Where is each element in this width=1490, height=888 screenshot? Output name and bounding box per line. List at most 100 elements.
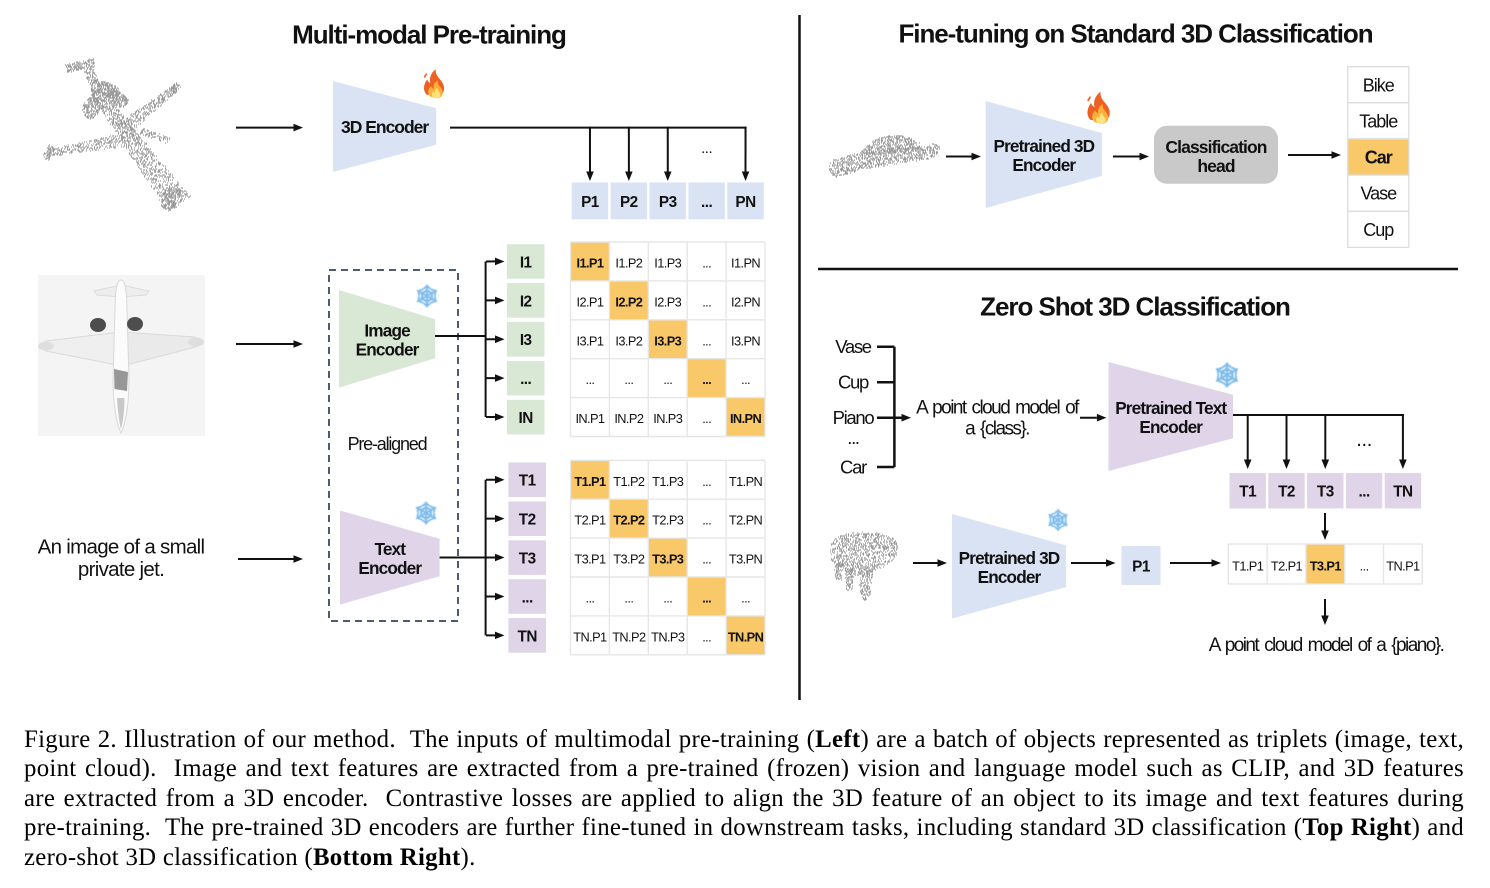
svg-text:IN.P3: IN.P3 [653, 411, 682, 426]
svg-text:...: ... [624, 372, 633, 387]
svg-text:Vase: Vase [835, 336, 872, 357]
svg-text:...: ... [1360, 559, 1369, 574]
svg-text:IN.P2: IN.P2 [614, 411, 643, 426]
svg-text:TN.P1: TN.P1 [1386, 559, 1420, 574]
svg-text:...: ... [741, 590, 750, 605]
svg-text:Encoder: Encoder [356, 339, 420, 359]
svg-text:T2.P1: T2.P1 [574, 513, 606, 528]
svg-text:private jet.: private jet. [78, 558, 164, 581]
svg-text:...: ... [701, 140, 712, 157]
svg-text:A point cloud model of: A point cloud model of [916, 398, 1080, 419]
svg-text:TN: TN [517, 628, 537, 645]
svg-text:Encoder: Encoder [1012, 155, 1076, 175]
svg-text:T3.P3: T3.P3 [652, 552, 684, 567]
svg-text:Table: Table [1359, 111, 1398, 131]
svg-text:...: ... [663, 372, 672, 387]
svg-text:T2.P1: T2.P1 [1271, 559, 1303, 574]
svg-text:TN.P1: TN.P1 [573, 629, 607, 644]
svg-text:Fine-tuning on Standard 3D Cla: Fine-tuning on Standard 3D Classificatio… [898, 19, 1372, 49]
svg-text:I3.P1: I3.P1 [577, 333, 604, 348]
svg-text:IN: IN [519, 410, 534, 427]
svg-text:PN: PN [735, 194, 756, 211]
svg-text:T1: T1 [1239, 484, 1257, 501]
svg-text:P2: P2 [620, 194, 638, 211]
svg-text:Pre-aligned: Pre-aligned [348, 434, 427, 454]
svg-text:IN.PN: IN.PN [730, 411, 761, 426]
svg-text:...: ... [624, 590, 633, 605]
svg-text:...: ... [702, 294, 711, 309]
svg-text:I3: I3 [520, 332, 532, 349]
svg-text:T3: T3 [519, 551, 536, 568]
svg-text:T1.P3: T1.P3 [652, 474, 684, 489]
svg-text:Bike: Bike [1363, 75, 1395, 95]
svg-text:I2.PN: I2.PN [731, 294, 760, 309]
svg-text:Multi-modal Pre-training: Multi-modal Pre-training [292, 19, 566, 49]
svg-text:TN: TN [1393, 484, 1413, 501]
svg-text:...: ... [702, 474, 711, 489]
svg-text:I3.PN: I3.PN [731, 333, 760, 348]
svg-text:T2: T2 [519, 512, 536, 529]
svg-text:...: ... [702, 333, 711, 348]
svg-text:T3.P2: T3.P2 [613, 552, 645, 567]
svg-text:T1.P1: T1.P1 [1232, 559, 1264, 574]
svg-text:I3.P3: I3.P3 [654, 333, 681, 348]
svg-text:I1: I1 [520, 254, 533, 271]
svg-text:...: ... [702, 513, 711, 528]
svg-text:I1.P3: I1.P3 [654, 255, 681, 270]
svg-text:Pretrained 3D: Pretrained 3D [959, 548, 1060, 568]
svg-text:T1: T1 [519, 473, 537, 490]
svg-text:...: ... [702, 411, 711, 426]
svg-text:...: ... [702, 552, 711, 567]
svg-text:T1.PN: T1.PN [729, 474, 763, 489]
svg-text:Classification: Classification [1165, 137, 1266, 157]
svg-text:IN.P1: IN.P1 [575, 411, 604, 426]
svg-text:...: ... [586, 372, 595, 387]
svg-text:T1.P1: T1.P1 [574, 474, 606, 489]
svg-text:TN.PN: TN.PN [728, 629, 764, 644]
svg-text:...: ... [520, 371, 531, 388]
svg-text:...: ... [741, 372, 750, 387]
svg-text:Image: Image [364, 320, 410, 340]
svg-text:I2.P2: I2.P2 [615, 294, 642, 309]
svg-text:I2.P3: I2.P3 [654, 294, 681, 309]
svg-text:...: ... [522, 589, 533, 606]
svg-text:T2.PN: T2.PN [729, 513, 763, 528]
svg-text:Piano: Piano [833, 407, 875, 428]
svg-text:...: ... [702, 255, 711, 270]
svg-text:Pretrained 3D: Pretrained 3D [993, 136, 1094, 156]
svg-text:...: ... [586, 590, 595, 605]
svg-text:Car: Car [1365, 148, 1393, 168]
svg-text:...: ... [1358, 484, 1369, 501]
svg-text:Pretrained Text: Pretrained Text [1115, 398, 1227, 418]
svg-text:I2.P1: I2.P1 [577, 294, 604, 309]
svg-text:...: ... [1356, 429, 1372, 451]
svg-text:Encoder: Encoder [978, 567, 1042, 587]
svg-text:A point cloud model of a {pian: A point cloud model of a {piano}. [1209, 635, 1444, 656]
svg-text:Cup: Cup [1363, 220, 1394, 240]
svg-text:...: ... [702, 590, 711, 605]
svg-text:Zero Shot 3D Classification: Zero Shot 3D Classification [980, 292, 1290, 322]
svg-text:a {class}.: a {class}. [965, 419, 1029, 440]
svg-text:Text: Text [374, 539, 406, 559]
svg-text:T2.P3: T2.P3 [652, 513, 684, 528]
svg-text:Encoder: Encoder [1139, 417, 1203, 437]
svg-text:I1.PN: I1.PN [731, 255, 760, 270]
svg-text:...: ... [663, 590, 672, 605]
svg-text:3D Encoder: 3D Encoder [341, 117, 429, 137]
svg-text:TN.P3: TN.P3 [651, 629, 685, 644]
svg-text:T2: T2 [1278, 484, 1295, 501]
svg-text:T1.P2: T1.P2 [613, 474, 645, 489]
svg-text:Encoder: Encoder [358, 558, 422, 578]
svg-text:T3.P1: T3.P1 [1310, 559, 1342, 574]
svg-text:Cup: Cup [838, 372, 869, 393]
svg-text:Vase: Vase [1360, 184, 1397, 204]
svg-text:Car: Car [840, 456, 867, 477]
svg-text:I2: I2 [520, 293, 532, 310]
svg-text:head: head [1197, 156, 1234, 176]
svg-text:P1: P1 [581, 194, 600, 211]
svg-text:...: ... [701, 194, 712, 211]
svg-text:T3: T3 [1317, 484, 1334, 501]
svg-text:...: ... [847, 427, 859, 448]
svg-text:An image of a small: An image of a small [38, 536, 205, 559]
svg-text:P1: P1 [1132, 559, 1151, 576]
